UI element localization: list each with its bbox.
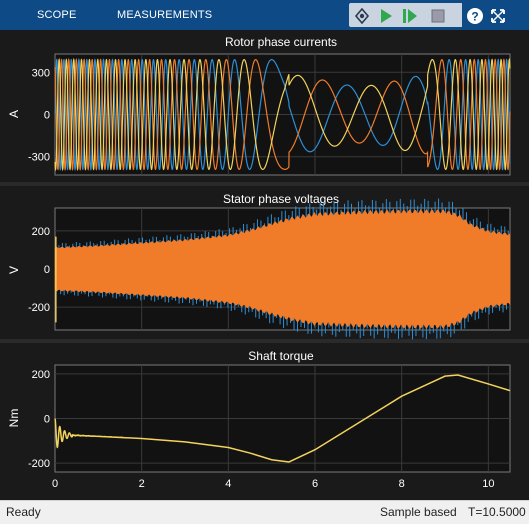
y-tick-label: 0 (44, 110, 50, 122)
y-tick-labels: 200 0 -200 (28, 226, 50, 314)
traces (54, 198, 511, 340)
traces (54, 57, 511, 172)
tab-measurements[interactable]: MEASUREMENTS (117, 9, 213, 21)
run-icon[interactable] (377, 7, 395, 25)
panel-title: Stator phase voltages (223, 192, 339, 206)
y-axis-label: A (7, 110, 21, 118)
panel-divider[interactable] (0, 339, 529, 343)
y-tick-label: 0 (44, 414, 50, 426)
y-tick-label: 200 (32, 369, 50, 381)
y-tick-label: 200 (32, 226, 50, 238)
y-tick-label: 0 (44, 264, 50, 276)
grid (55, 365, 510, 472)
trace-orange (54, 57, 511, 172)
panel-divider[interactable] (0, 182, 529, 186)
y-tick-label: -200 (28, 458, 50, 470)
y-axis-label: V (7, 266, 21, 274)
panel-title: Rotor phase currents (225, 35, 337, 49)
stator-voltages-panel: Stator phase voltages V 200 0 -200 (7, 192, 511, 340)
y-tick-labels: 300 0 -300 (28, 67, 50, 163)
y-tick-label: -200 (28, 302, 50, 314)
status-text: Ready (6, 505, 41, 519)
x-tick-label: 2 (139, 478, 145, 490)
plot-canvas: Rotor phase currents A 300 0 -300 Stator… (0, 35, 529, 490)
trace-orange (54, 208, 511, 330)
panel-title: Shaft torque (248, 349, 314, 363)
toolstrip: SCOPE MEASUREMENTS ? (0, 0, 529, 30)
status-bar: Ready Sample based T=10.5000 (0, 500, 529, 524)
trace-ripple (72, 433, 125, 438)
highlight-simulink-block-icon[interactable] (353, 7, 371, 25)
tab-scope[interactable]: SCOPE (37, 9, 77, 21)
y-axis-label: Nm (7, 409, 21, 428)
help-controls: ? (462, 3, 529, 27)
x-tick-label: 10 (482, 478, 494, 490)
shaft-torque-panel: Shaft torque Nm 200 0 -200 0 2 4 6 8 10 (7, 349, 511, 490)
stop-icon[interactable] (429, 7, 447, 25)
scope-plots: Rotor phase currents A 300 0 -300 Stator… (0, 30, 529, 500)
expand-icon[interactable] (489, 7, 507, 25)
svg-text:?: ? (471, 10, 478, 24)
y-tick-label: -300 (28, 152, 50, 164)
x-tick-label: 0 (52, 478, 58, 490)
trace-blue (54, 57, 511, 172)
rotor-currents-panel: Rotor phase currents A 300 0 -300 (7, 35, 511, 176)
time-mode: Sample based (380, 505, 457, 519)
help-icon[interactable]: ? (466, 7, 484, 25)
step-forward-icon[interactable] (401, 7, 419, 25)
y-tick-label: 300 (32, 67, 50, 79)
x-tick-label: 4 (225, 478, 231, 490)
y-tick-labels: 200 0 -200 (28, 369, 50, 470)
traces (54, 374, 511, 463)
x-tick-labels: 0 2 4 6 8 10 (52, 478, 495, 490)
trace-yellow (54, 374, 511, 463)
x-tick-label: 8 (399, 478, 405, 490)
trace-yellow (54, 57, 511, 172)
x-tick-label: 6 (312, 478, 318, 490)
simulation-time: T=10.5000 (468, 505, 526, 519)
simulation-controls (349, 3, 463, 27)
